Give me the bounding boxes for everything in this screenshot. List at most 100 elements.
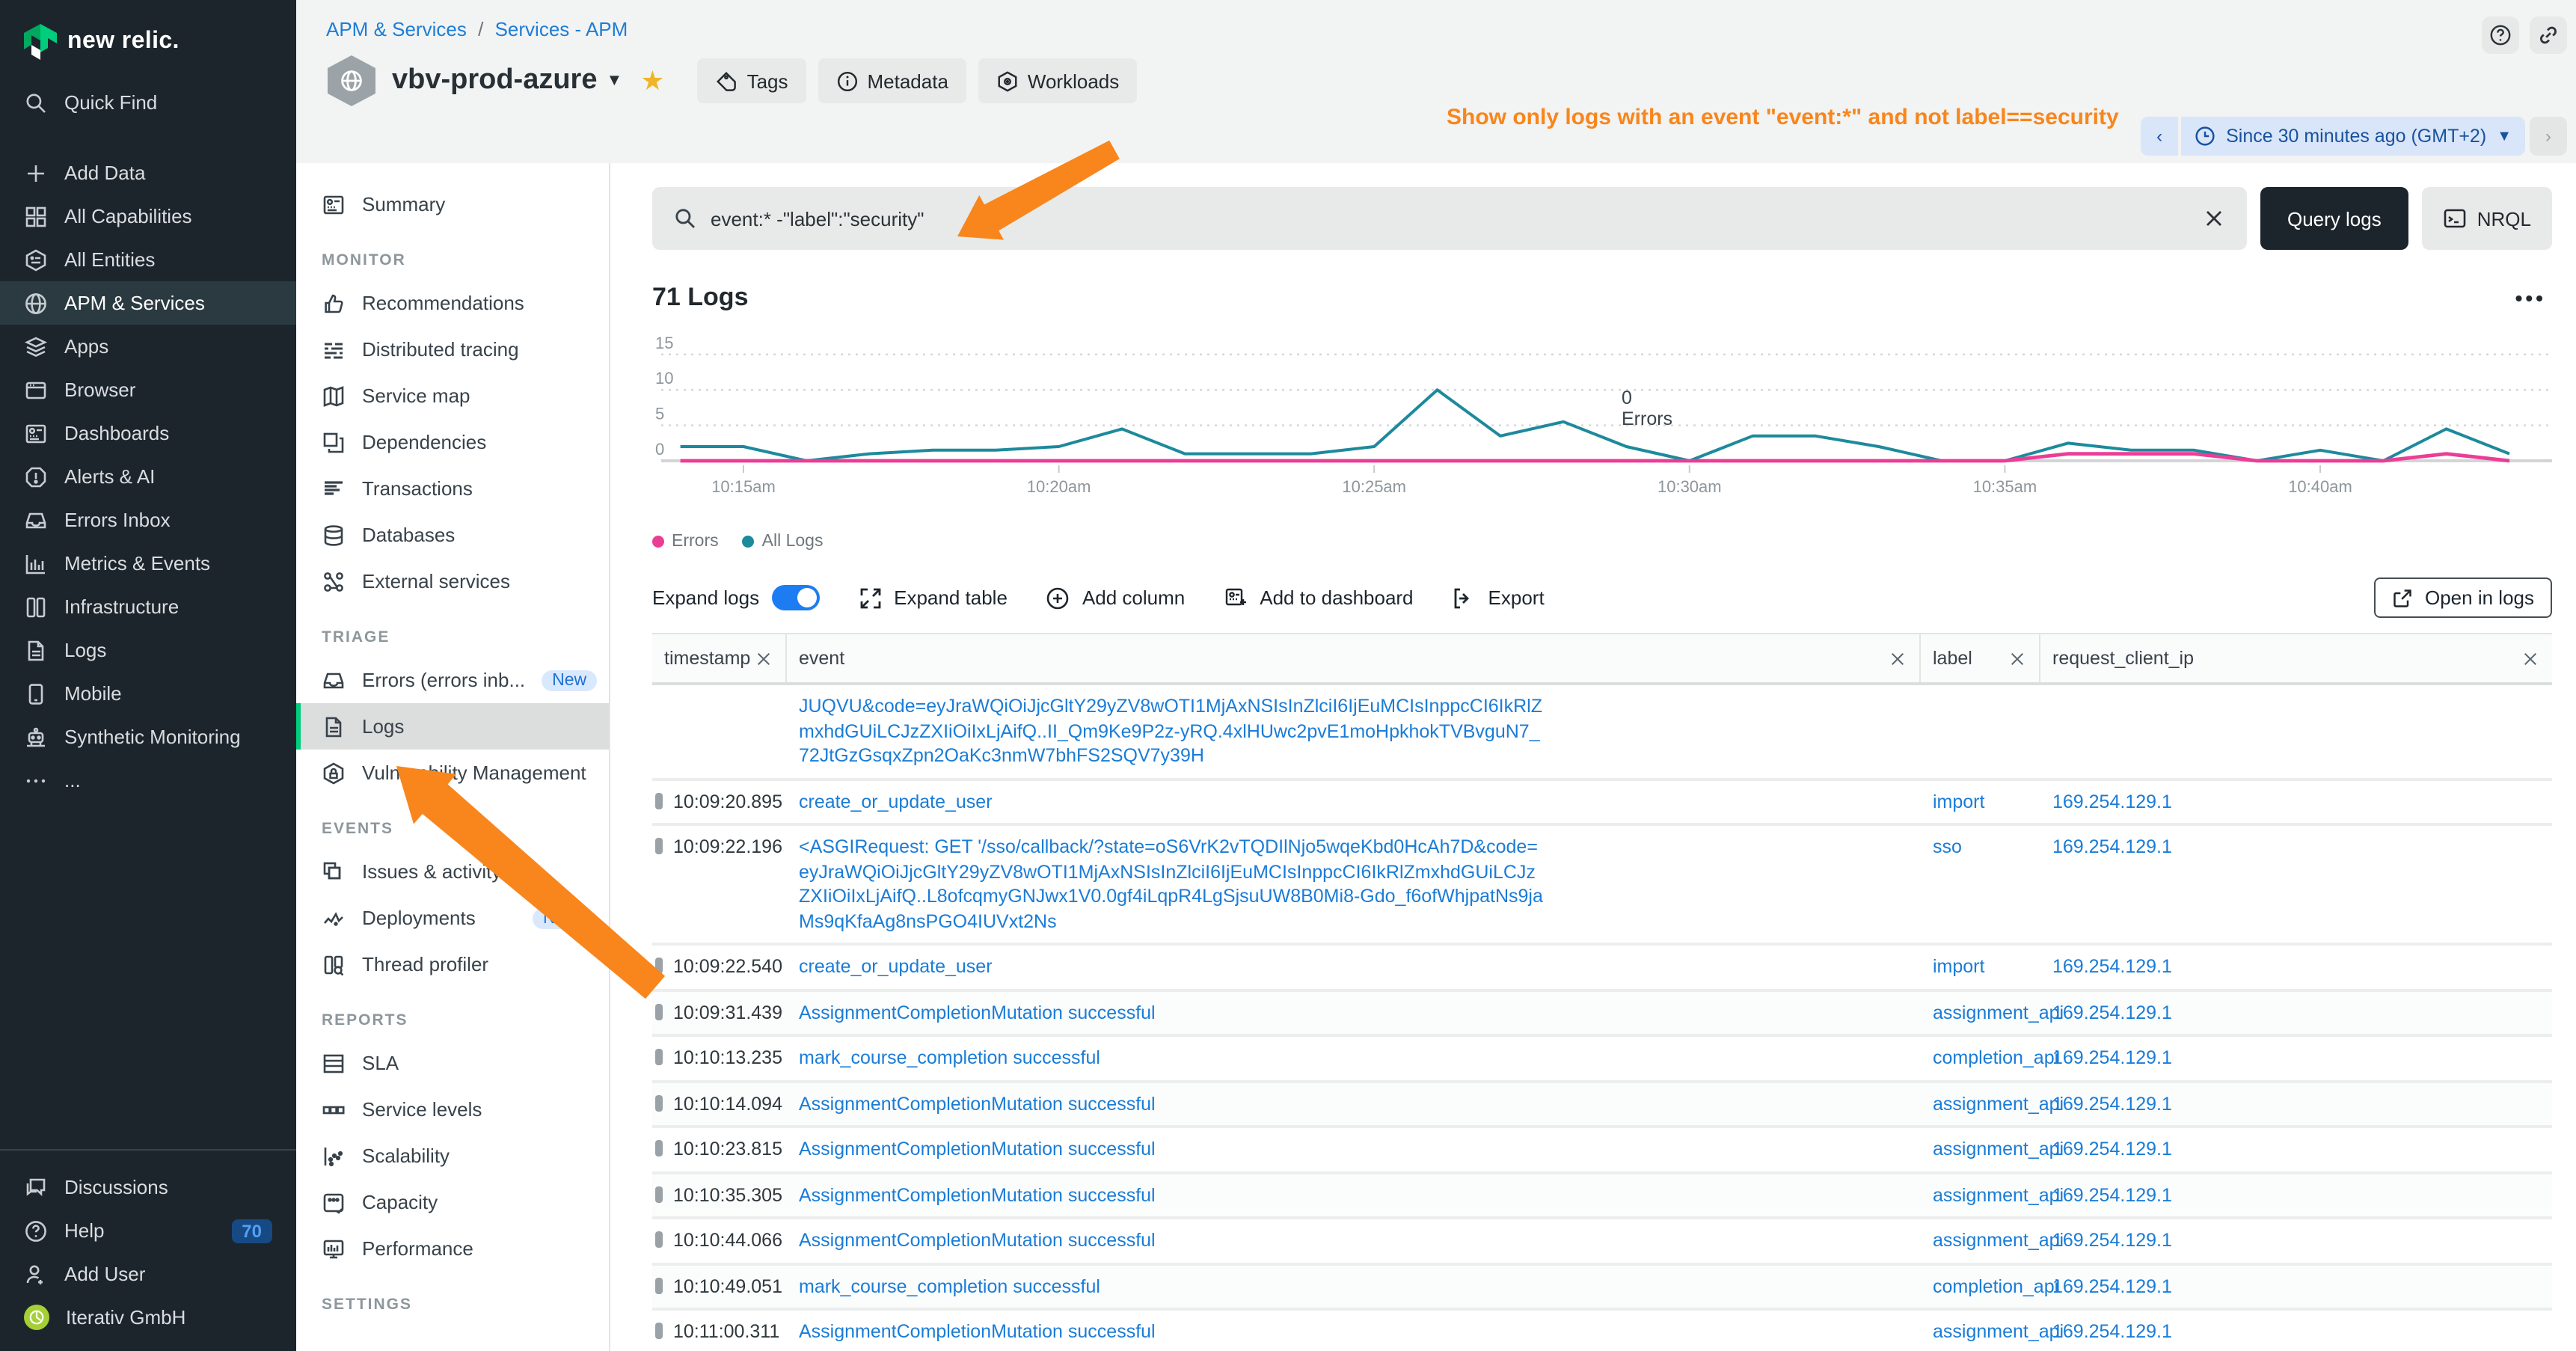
tags-button[interactable]: Tags — [698, 58, 806, 103]
column-header-timestamp[interactable]: timestamp — [652, 634, 787, 682]
log-row[interactable]: 10:10:14.094AssignmentCompletionMutation… — [652, 1082, 2552, 1128]
remove-column-icon[interactable] — [1888, 649, 1907, 668]
subnav-item-capacity[interactable]: Capacity — [296, 1179, 609, 1225]
log-event-link[interactable]: AssignmentCompletionMutation successful — [799, 1137, 1156, 1162]
sidebar-item-apps[interactable]: Apps — [0, 325, 296, 368]
sidebar-item-dashboards[interactable]: Dashboards — [0, 411, 296, 455]
breadcrumb-apm-services[interactable]: APM & Services — [326, 18, 467, 40]
metadata-button[interactable]: Metadata — [818, 58, 966, 103]
log-event-link[interactable]: AssignmentCompletionMutation successful — [799, 1320, 1156, 1344]
time-range-button[interactable]: Since 30 minutes ago (GMT+2) ▼ — [2181, 117, 2525, 156]
expand-logs-toggle[interactable]: Expand logs — [652, 585, 819, 610]
copy-link-button[interactable] — [2530, 16, 2567, 54]
log-event-link[interactable]: mark_course_completion successful — [799, 1274, 1100, 1299]
column-header-label[interactable]: label — [1921, 634, 2040, 682]
log-ip-link[interactable]: 169.254.129.1 — [2052, 1321, 2172, 1342]
log-row[interactable]: 10:10:23.815AssignmentCompletionMutation… — [652, 1128, 2552, 1174]
legend-all-logs[interactable]: All Logs — [743, 533, 824, 551]
subnav-item-issues-activity[interactable]: Issues & activity — [296, 848, 609, 895]
log-ip-link[interactable]: 169.254.129.1 — [2052, 1184, 2172, 1205]
subnav-item-external-services[interactable]: External services — [296, 558, 609, 604]
chart-options-menu[interactable]: ••• — [2515, 286, 2552, 310]
log-event-link[interactable]: AssignmentCompletionMutation successful — [799, 1228, 1156, 1253]
log-event-link[interactable]: create_or_update_user — [799, 789, 993, 814]
subnav-item-dependencies[interactable]: Dependencies — [296, 419, 609, 465]
add-column-button[interactable]: Add column — [1046, 586, 1185, 610]
sidebar-item-metrics-events[interactable]: Metrics & Events — [0, 542, 296, 585]
log-label-link[interactable]: import — [1933, 791, 1984, 812]
sidebar-item-errors-inbox[interactable]: Errors Inbox — [0, 498, 296, 542]
subnav-item-distributed-tracing[interactable]: Distributed tracing — [296, 326, 609, 373]
subnav-item-transactions[interactable]: Transactions — [296, 465, 609, 512]
subnav-item-summary[interactable]: Summary — [296, 181, 609, 227]
query-logs-button[interactable]: Query logs — [2260, 187, 2408, 250]
subnav-item-scalability[interactable]: Scalability — [296, 1133, 609, 1179]
log-ip-link[interactable]: 169.254.129.1 — [2052, 836, 2172, 857]
log-row[interactable]: 10:10:35.305AssignmentCompletionMutation… — [652, 1174, 2552, 1219]
remove-column-icon[interactable] — [754, 649, 773, 668]
breadcrumb-services-apm[interactable]: Services - APM — [495, 18, 628, 40]
entity-chevron-down-icon[interactable]: ▼ — [607, 72, 623, 90]
log-row[interactable]: 10:09:20.895create_or_update_userimport1… — [652, 780, 2552, 826]
sidebar-item-apm-services[interactable]: APM & Services — [0, 281, 296, 325]
new-relic-logo[interactable]: new relic. — [0, 18, 296, 81]
sidebar-item-mobile[interactable]: Mobile — [0, 672, 296, 715]
open-in-logs-button[interactable]: Open in logs — [2374, 578, 2552, 618]
log-row[interactable]: 10:09:22.196<ASGIRequest: GET '/sso/call… — [652, 826, 2552, 946]
log-ip-link[interactable]: 169.254.129.1 — [2052, 791, 2172, 812]
time-back-button[interactable]: ‹ — [2141, 117, 2178, 156]
sidebar-item-all-entities[interactable]: All Entities — [0, 238, 296, 281]
log-ip-link[interactable]: 169.254.129.1 — [2052, 1275, 2172, 1296]
log-search-input[interactable]: event:* -"label":"security" — [652, 187, 2247, 250]
nrql-button[interactable]: NRQL — [2422, 187, 2552, 250]
log-row[interactable]: 10:09:31.439AssignmentCompletionMutation… — [652, 991, 2552, 1037]
log-ip-link[interactable]: 169.254.129.1 — [2052, 1002, 2172, 1023]
sidebar-item--[interactable]: ... — [0, 759, 296, 802]
sidebar-footer-discussions[interactable]: Discussions — [0, 1165, 296, 1209]
log-ip-link[interactable]: 169.254.129.1 — [2052, 1093, 2172, 1114]
subnav-item-service-map[interactable]: Service map — [296, 373, 609, 419]
subnav-item-thread-profiler[interactable]: Thread profiler — [296, 941, 609, 987]
toggle-switch[interactable] — [771, 585, 819, 610]
subnav-item-service-levels[interactable]: Service levels — [296, 1086, 609, 1133]
log-event-link[interactable]: create_or_update_user — [799, 955, 993, 979]
sidebar-footer-help[interactable]: Help70 — [0, 1209, 296, 1252]
sidebar-item-quick-find[interactable]: Quick Find — [0, 81, 296, 124]
sidebar-item-all-capabilities[interactable]: All Capabilities — [0, 194, 296, 238]
subnav-item-errors-errors-inb[interactable]: Errors (errors inb...New — [296, 657, 609, 703]
column-header-request_client_ip[interactable]: request_client_ip — [2040, 634, 2552, 682]
log-ip-link[interactable]: 169.254.129.1 — [2052, 1047, 2172, 1068]
remove-column-icon[interactable] — [2008, 649, 2027, 668]
column-header-event[interactable]: event — [787, 634, 1921, 682]
log-event-link[interactable]: mark_course_completion successful — [799, 1046, 1100, 1070]
log-event-link[interactable]: AssignmentCompletionMutation successful — [799, 1183, 1156, 1207]
clear-search-icon[interactable] — [2202, 206, 2226, 230]
log-ip-link[interactable]: 169.254.129.1 — [2052, 1139, 2172, 1159]
time-forward-button[interactable]: › — [2530, 117, 2567, 156]
sidebar-footer-iterativ-gmbh[interactable]: Iterativ GmbH — [0, 1296, 296, 1339]
add-to-dashboard-button[interactable]: Add to dashboard — [1224, 586, 1413, 610]
favorite-star-icon[interactable]: ★ — [640, 65, 664, 96]
log-row[interactable]: 10:10:49.051mark_course_completion succe… — [652, 1265, 2552, 1311]
workloads-button[interactable]: Workloads — [978, 58, 1137, 103]
sidebar-item-alerts-ai[interactable]: Alerts & AI — [0, 455, 296, 498]
sidebar-footer-add-user[interactable]: Add User — [0, 1252, 296, 1296]
subnav-item-databases[interactable]: Databases — [296, 512, 609, 558]
log-row[interactable]: 10:10:13.235mark_course_completion succe… — [652, 1037, 2552, 1082]
log-event-link[interactable]: JUQVU&code=eyJraWQiOiJjcGltY29yZV8wOTI1M… — [799, 694, 1547, 768]
log-event-link[interactable]: AssignmentCompletionMutation successful — [799, 1091, 1156, 1116]
entity-title[interactable]: vbv-prod-azure — [392, 64, 598, 97]
sidebar-item-synthetic-monitoring[interactable]: Synthetic Monitoring — [0, 715, 296, 759]
log-label-link[interactable]: completion_api — [1933, 1275, 2058, 1296]
log-label-link[interactable]: sso — [1933, 836, 1962, 857]
log-event-link[interactable]: AssignmentCompletionMutation successful — [799, 1000, 1156, 1025]
log-ip-link[interactable]: 169.254.129.1 — [2052, 1230, 2172, 1251]
log-row[interactable]: 10:11:00.311AssignmentCompletionMutation… — [652, 1311, 2552, 1351]
sidebar-item-logs[interactable]: Logs — [0, 628, 296, 672]
subnav-item-performance[interactable]: Performance — [296, 1225, 609, 1272]
logs-timeseries-chart[interactable]: 15105010:15am10:20am10:25am10:30am10:35a… — [652, 334, 2561, 510]
log-label-link[interactable]: completion_api — [1933, 1047, 2058, 1068]
log-row[interactable]: JUQVU&code=eyJraWQiOiJjcGltY29yZV8wOTI1M… — [652, 685, 2552, 780]
subnav-item-logs[interactable]: Logs — [296, 703, 609, 750]
export-button[interactable]: Export — [1453, 586, 1545, 610]
